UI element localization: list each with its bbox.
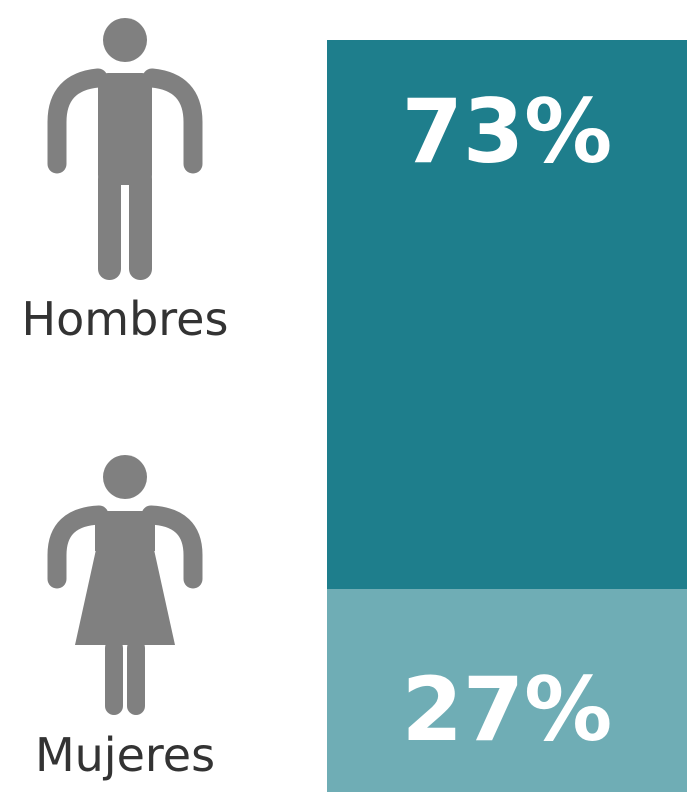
label-hombres: Hombres [21, 292, 229, 346]
man-icon [47, 18, 203, 280]
bar-segment-hombres: 73% [327, 40, 687, 589]
woman-figure [0, 455, 250, 723]
bar-segment-mujeres: 27% [327, 588, 687, 792]
value-label-mujeres: 27% [401, 657, 613, 761]
stacked-bar: 73% 27% [327, 40, 687, 792]
woman-icon [47, 455, 203, 715]
value-label-hombres: 73% [401, 80, 613, 183]
man-figure [0, 18, 250, 286]
label-mujeres: Mujeres [34, 728, 216, 782]
